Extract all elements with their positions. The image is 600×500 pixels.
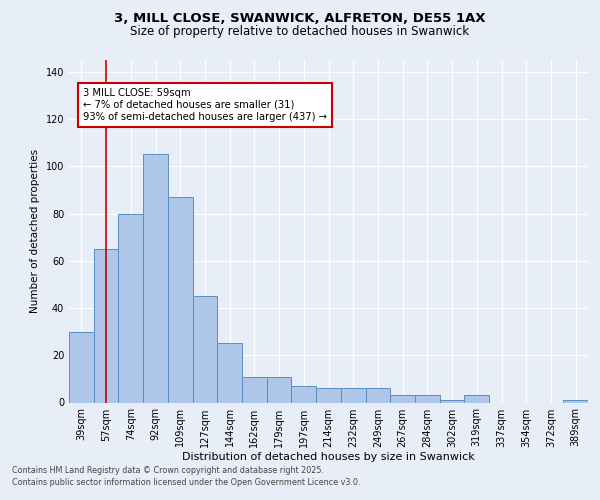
Bar xyxy=(193,296,217,403)
Bar xyxy=(94,249,118,402)
Text: 3 MILL CLOSE: 59sqm
← 7% of detached houses are smaller (31)
93% of semi-detache: 3 MILL CLOSE: 59sqm ← 7% of detached hou… xyxy=(83,88,328,122)
Bar xyxy=(267,376,292,402)
Bar xyxy=(440,400,464,402)
Bar xyxy=(341,388,365,402)
Bar xyxy=(365,388,390,402)
Y-axis label: Number of detached properties: Number of detached properties xyxy=(30,149,40,314)
Bar xyxy=(242,376,267,402)
Text: Size of property relative to detached houses in Swanwick: Size of property relative to detached ho… xyxy=(130,25,470,38)
Bar xyxy=(69,332,94,402)
X-axis label: Distribution of detached houses by size in Swanwick: Distribution of detached houses by size … xyxy=(182,452,475,462)
Bar xyxy=(390,396,415,402)
Text: Contains HM Land Registry data © Crown copyright and database right 2025.: Contains HM Land Registry data © Crown c… xyxy=(12,466,324,475)
Bar xyxy=(168,197,193,402)
Bar xyxy=(415,396,440,402)
Bar xyxy=(217,344,242,402)
Bar xyxy=(292,386,316,402)
Bar xyxy=(464,396,489,402)
Bar xyxy=(563,400,588,402)
Bar xyxy=(118,214,143,402)
Text: 3, MILL CLOSE, SWANWICK, ALFRETON, DE55 1AX: 3, MILL CLOSE, SWANWICK, ALFRETON, DE55 … xyxy=(114,12,486,26)
Bar xyxy=(143,154,168,402)
Text: Contains public sector information licensed under the Open Government Licence v3: Contains public sector information licen… xyxy=(12,478,361,487)
Bar xyxy=(316,388,341,402)
